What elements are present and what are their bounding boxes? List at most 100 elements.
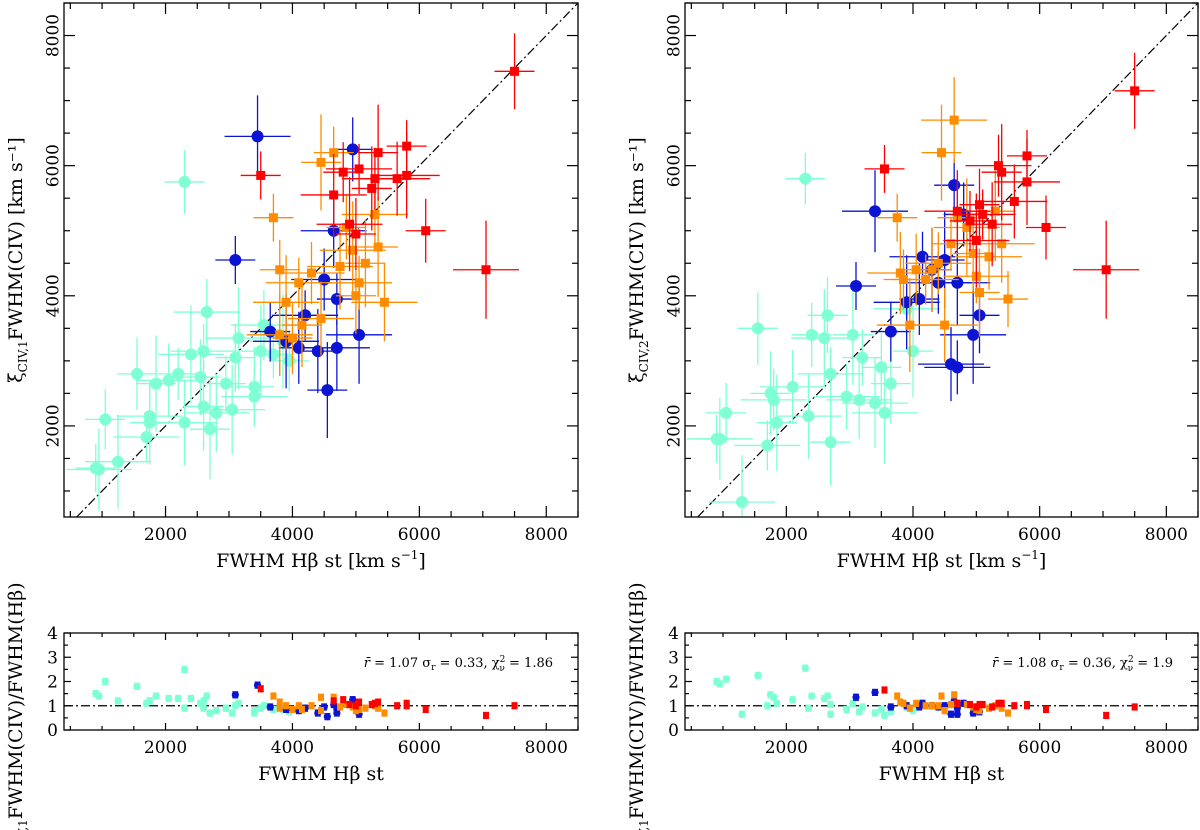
data-marker xyxy=(371,700,378,707)
group-cyan-point xyxy=(221,367,288,426)
x-tick-label: 8000 xyxy=(1145,738,1188,758)
group-cyan-point xyxy=(804,704,813,712)
data-marker xyxy=(963,701,970,708)
data-marker xyxy=(297,320,307,330)
data-marker xyxy=(905,320,915,330)
data-marker xyxy=(276,699,283,706)
data-marker xyxy=(203,423,216,436)
group-red-point xyxy=(1103,711,1110,720)
data-marker xyxy=(254,345,267,358)
data-marker xyxy=(946,239,956,249)
data-marker xyxy=(351,229,361,239)
data-marker xyxy=(1103,712,1110,719)
group-orange-point xyxy=(362,704,369,712)
group-blue-point xyxy=(940,285,1007,384)
data-marker xyxy=(997,167,1007,177)
group-cyan-point xyxy=(709,455,775,516)
data-marker xyxy=(333,709,341,717)
group-cyan-point xyxy=(180,665,189,673)
group-cyan-point xyxy=(791,289,858,388)
group-blue-point xyxy=(842,170,908,253)
data-marker xyxy=(978,209,988,219)
data-marker xyxy=(267,348,280,361)
data-marker xyxy=(481,265,491,275)
group-red-point xyxy=(356,698,363,706)
data-marker xyxy=(948,701,954,708)
data-marker xyxy=(200,306,213,319)
data-marker xyxy=(975,200,984,210)
group-orange-point xyxy=(270,692,277,700)
data-marker xyxy=(821,309,834,322)
group-orange-point xyxy=(938,692,945,700)
data-marker xyxy=(392,174,402,184)
group-cyan-point xyxy=(173,279,240,346)
data-marker xyxy=(354,164,364,174)
group-blue-point xyxy=(871,688,879,697)
group-red-series xyxy=(257,685,518,720)
data-marker xyxy=(878,406,891,419)
data-marker xyxy=(894,693,901,700)
y-tick-label: 4 xyxy=(668,624,679,644)
data-marker xyxy=(283,354,296,367)
group-cyan-point xyxy=(773,699,781,707)
group-red-point xyxy=(973,703,980,711)
data-marker xyxy=(375,699,382,706)
group-cyan-point xyxy=(734,420,801,471)
group-cyan-point xyxy=(754,671,762,680)
group-orange-point xyxy=(948,700,954,709)
x-axis-label: FWHM Hβ st xyxy=(879,763,1005,785)
data-marker xyxy=(187,694,195,703)
data-marker xyxy=(751,322,764,335)
data-marker xyxy=(892,213,902,223)
group-red-point xyxy=(452,220,519,319)
data-marker xyxy=(270,693,277,700)
group-orange-point xyxy=(326,255,393,310)
data-marker xyxy=(877,705,885,713)
data-marker xyxy=(1130,86,1140,96)
data-marker xyxy=(228,709,236,717)
data-marker xyxy=(973,703,980,710)
data-marker xyxy=(992,702,999,709)
data-marker xyxy=(967,328,980,341)
group-orange-point xyxy=(988,271,1028,328)
data-marker xyxy=(970,703,977,710)
data-marker xyxy=(283,702,290,709)
data-marker xyxy=(1101,265,1111,275)
data-marker xyxy=(373,148,383,158)
group-blue-point xyxy=(870,301,911,362)
data-marker xyxy=(367,183,377,193)
data-marker xyxy=(95,692,103,700)
data-marker xyxy=(995,700,1002,707)
data-marker xyxy=(229,351,242,364)
group-red-point xyxy=(950,190,990,251)
x-axis-label: FWHM Hβ st [km s−1] xyxy=(837,548,1047,572)
data-marker xyxy=(871,709,879,717)
data-marker xyxy=(306,268,316,278)
group-cyan-point xyxy=(706,382,747,443)
y-tick-label: 0 xyxy=(47,721,58,741)
group-red-point xyxy=(989,703,996,711)
group-cyan-point xyxy=(157,305,224,404)
group-cyan-point xyxy=(716,680,724,688)
data-marker xyxy=(998,705,1005,712)
data-marker xyxy=(736,496,748,509)
group-orange-point xyxy=(931,217,971,270)
group-red-point xyxy=(351,146,392,231)
group-red-point xyxy=(422,705,429,713)
data-marker xyxy=(222,704,230,712)
group-red-point xyxy=(965,134,1032,197)
group-cyan-point xyxy=(174,694,182,703)
data-marker xyxy=(308,702,315,709)
y-tick-label: 2 xyxy=(47,673,58,693)
group-orange-point xyxy=(358,196,399,297)
group-blue-point xyxy=(303,304,370,391)
data-marker xyxy=(802,410,815,423)
group-red-point xyxy=(972,182,1013,267)
group-orange-point xyxy=(959,248,1000,337)
data-marker xyxy=(937,148,946,158)
group-cyan-point xyxy=(151,379,218,466)
group-blue-point xyxy=(836,262,876,311)
data-marker xyxy=(257,685,264,692)
x-tick-label: 2000 xyxy=(144,525,187,545)
